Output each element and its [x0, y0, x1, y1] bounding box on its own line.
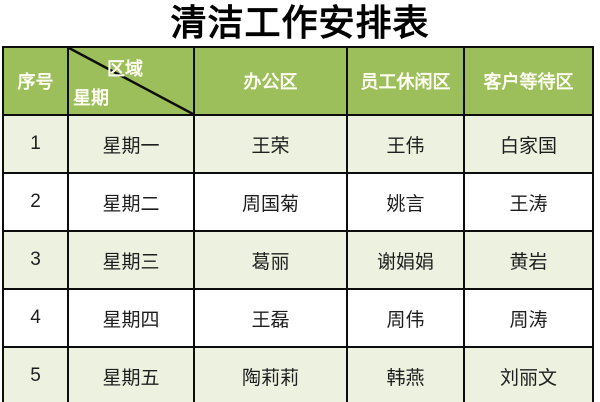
cell-day: 星期二: [67, 172, 195, 232]
header-customer-waiting-area: 客户等待区: [463, 46, 594, 116]
table-row: 4 星期四 王磊 周伟 周涛: [2, 288, 594, 348]
header-row: 序号 区域 星期 办公区 员工休闲区 客户等待区: [2, 46, 594, 116]
cell-office: 王磊: [193, 288, 348, 348]
table-row: 1 星期一 王荣 王伟 白家国: [2, 114, 594, 174]
cell-waiting: 王涛: [463, 172, 594, 232]
cell-office: 葛丽: [193, 230, 348, 290]
cell-waiting: 周涛: [463, 288, 594, 348]
table-body: 1 星期一 王荣 王伟 白家国 2 星期二 周国菊 姚言 王涛 3 星期三 葛丽…: [2, 114, 594, 402]
cell-lounge: 周伟: [346, 288, 465, 348]
header-week-label: 星期: [73, 88, 109, 108]
cell-serial: 4: [2, 288, 69, 348]
header-staff-lounge-area: 员工休闲区: [346, 46, 465, 116]
cell-waiting: 白家国: [463, 114, 594, 174]
table-header: 序号 区域 星期 办公区 员工休闲区 客户等待区: [2, 46, 594, 116]
cell-day: 星期一: [67, 114, 195, 174]
cell-office: 王荣: [193, 114, 348, 174]
cell-lounge: 姚言: [346, 172, 465, 232]
table-row: 2 星期二 周国菊 姚言 王涛: [2, 172, 594, 232]
table-row: 5 星期五 陶莉莉 韩燕 刘丽文: [2, 346, 594, 402]
page-title: 清洁工作安排表: [170, 2, 430, 43]
cell-waiting: 刘丽文: [463, 346, 594, 402]
cell-waiting: 黄岩: [463, 230, 594, 290]
header-serial: 序号: [2, 46, 69, 116]
cell-day: 星期五: [67, 346, 195, 402]
header-office-area: 办公区: [193, 46, 348, 116]
cell-lounge: 韩燕: [346, 346, 465, 402]
cell-office: 周国菊: [193, 172, 348, 232]
header-diagonal-cell: 区域 星期: [67, 46, 195, 116]
cell-serial: 2: [2, 172, 69, 232]
diagonal-divider-line: [69, 48, 193, 114]
cell-day: 星期四: [67, 288, 195, 348]
cell-serial: 3: [2, 230, 69, 290]
cell-serial: 1: [2, 114, 69, 174]
header-area-label: 区域: [107, 59, 143, 79]
cell-lounge: 谢娟娟: [346, 230, 465, 290]
cleaning-schedule-table: 序号 区域 星期 办公区 员工休闲区 客户等待区 1 星期一 王荣 王伟 白家: [2, 46, 594, 402]
cell-office: 陶莉莉: [193, 346, 348, 402]
cell-lounge: 王伟: [346, 114, 465, 174]
table-row: 3 星期三 葛丽 谢娟娟 黄岩: [2, 230, 594, 290]
cell-day: 星期三: [67, 230, 195, 290]
cell-serial: 5: [2, 346, 69, 402]
